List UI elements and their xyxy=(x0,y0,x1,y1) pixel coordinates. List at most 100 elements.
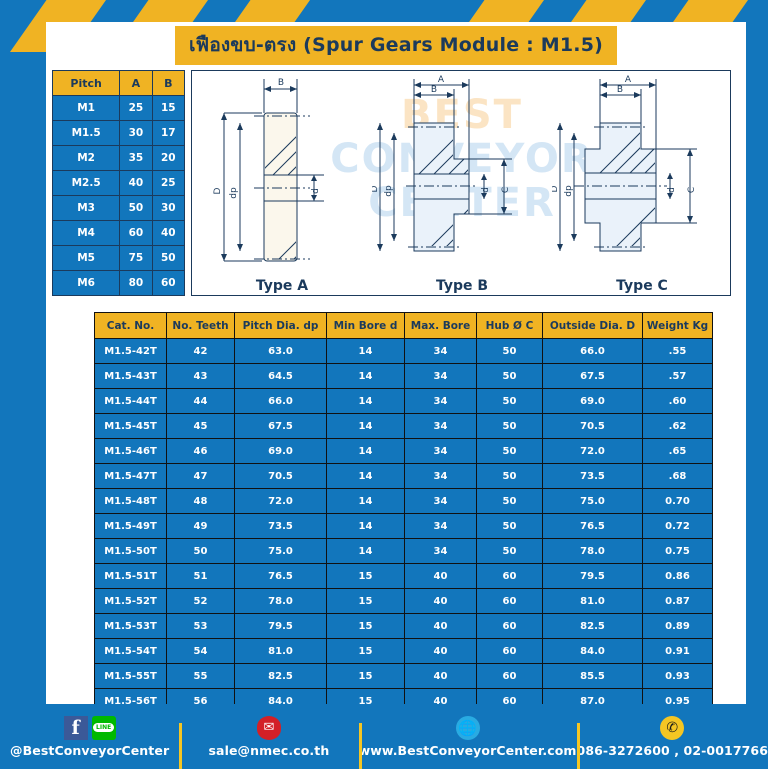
spec-cell: 14 xyxy=(326,488,405,514)
spec-cell: 34 xyxy=(404,338,477,364)
footer-email[interactable]: ✉ sale@nmec.co.th xyxy=(179,715,358,769)
spec-cell: 52 xyxy=(166,588,235,614)
spec-cell: 60 xyxy=(476,613,543,639)
spec-cell: 34 xyxy=(404,463,477,489)
gear-diagram-panel: BEST CONVEYOR CENTER xyxy=(191,70,731,296)
footer-phone[interactable]: ✆ 086-3272600 , 02-0017766 xyxy=(576,715,768,769)
pitch-cell: M6 xyxy=(51,270,121,296)
table-row: M1.5-49T 49 73.5 14 34 50 76.5 0.72 xyxy=(94,513,713,539)
spec-cell: 40 xyxy=(404,563,477,589)
content-panel: เฟืองขบ-ตรง (Spur Gears Module : M1.5) P… xyxy=(46,22,746,714)
page-title: เฟืองขบ-ตรง (Spur Gears Module : M1.5) xyxy=(174,26,618,65)
pitch-table-row: M1.5 30 17 xyxy=(51,120,186,146)
pitch-cell: M1 xyxy=(51,95,121,121)
spec-cell: 76.5 xyxy=(234,563,327,589)
spec-cell: 81.0 xyxy=(234,638,327,664)
pitch-cell: 40 xyxy=(151,220,186,246)
spec-col-header: Min Bore d xyxy=(326,312,405,339)
website-url[interactable]: www.BestConveyorCenter.com xyxy=(358,742,577,758)
spec-cell: 70.5 xyxy=(234,463,327,489)
pitch-table-header-row: Pitch A B xyxy=(51,70,186,96)
spec-col-header: Pitch Dia. dp xyxy=(234,312,327,339)
phone-icon[interactable]: ✆ xyxy=(660,715,685,740)
svg-text:B: B xyxy=(617,85,623,95)
contact-footer: f LINE @BestConveyorCenter ✉ sale@nmec.c… xyxy=(0,704,768,769)
pitch-cell: 60 xyxy=(151,270,186,296)
table-row: M1.5-44T 44 66.0 14 34 50 69.0.60 xyxy=(94,388,713,414)
spec-cell: .60 xyxy=(642,388,713,414)
spec-col-header: Weight Kg xyxy=(642,312,713,339)
spec-cell: 60 xyxy=(476,663,543,689)
pitch-cell: M2.5 xyxy=(51,170,121,196)
spec-cell: 34 xyxy=(404,513,477,539)
svg-text:B: B xyxy=(278,78,284,88)
social-icons: f LINE xyxy=(63,715,116,741)
spec-cell: 0.87 xyxy=(642,588,713,614)
email-icon[interactable]: ✉ xyxy=(256,715,281,740)
type-b-drawing: A B D dp d C xyxy=(370,75,512,252)
facebook-handle[interactable]: @BestConveyorCenter xyxy=(10,742,170,758)
svg-text:A: A xyxy=(438,75,445,85)
spec-cat-no: M1.5-43T xyxy=(94,363,167,389)
spec-cell: 66.0 xyxy=(542,338,643,364)
svg-text:dp: dp xyxy=(564,185,574,197)
phone-number[interactable]: 086-3272600 , 02-0017766 xyxy=(576,742,768,758)
spec-cell: 0.91 xyxy=(642,638,713,664)
spec-cell: 14 xyxy=(326,338,405,364)
spec-cell: 64.5 xyxy=(234,363,327,389)
spec-cat-no: M1.5-52T xyxy=(94,588,167,614)
pitch-cell: 60 xyxy=(119,220,153,246)
pitch-table-row: M3 50 30 xyxy=(51,195,186,221)
spec-col-header: Outside Dia. D xyxy=(542,312,643,339)
globe-icon[interactable]: 🌐 xyxy=(455,715,480,740)
email-address[interactable]: sale@nmec.co.th xyxy=(208,742,330,758)
spec-cat-no: M1.5-48T xyxy=(94,488,167,514)
table-row: M1.5-46T 46 69.0 14 34 50 72.0.65 xyxy=(94,438,713,464)
spec-cat-no: M1.5-50T xyxy=(94,538,167,564)
spec-cell: 73.5 xyxy=(234,513,327,539)
svg-text:D: D xyxy=(372,185,380,192)
spec-cell: 50 xyxy=(476,513,543,539)
spec-cell: 40 xyxy=(404,663,477,689)
spec-cell: 43 xyxy=(166,363,235,389)
spec-cell: 15 xyxy=(326,638,405,664)
spec-cell: 34 xyxy=(404,388,477,414)
pitch-table-row: M2 35 20 xyxy=(51,145,186,171)
svg-text:C: C xyxy=(687,187,697,193)
spec-cell: 70.5 xyxy=(542,413,643,439)
spec-cell: .57 xyxy=(642,363,713,389)
spec-cat-no: M1.5-45T xyxy=(94,413,167,439)
pitch-cell: 17 xyxy=(151,120,186,146)
spec-cell: 40 xyxy=(404,613,477,639)
spec-cell: .68 xyxy=(642,463,713,489)
spec-cat-no: M1.5-46T xyxy=(94,438,167,464)
facebook-icon[interactable]: f xyxy=(63,715,88,740)
spec-cell: 0.70 xyxy=(642,488,713,514)
spec-cell: 72.0 xyxy=(542,438,643,464)
table-row: M1.5-52T 52 78.0 15 40 60 81.0 0.87 xyxy=(94,588,713,614)
svg-text:dp: dp xyxy=(384,185,394,197)
spec-cell: 14 xyxy=(326,438,405,464)
pitch-cell: 20 xyxy=(151,145,186,171)
svg-text:B: B xyxy=(431,85,437,95)
spec-cell: 78.0 xyxy=(542,538,643,564)
footer-social[interactable]: f LINE @BestConveyorCenter xyxy=(0,715,179,758)
spec-cell: 49 xyxy=(166,513,235,539)
diagram-type-a: B D dp d Type A xyxy=(192,71,372,295)
type-c-drawing: A B D dp d C xyxy=(550,75,697,252)
spec-cell: 73.5 xyxy=(542,463,643,489)
footer-website[interactable]: 🌐 www.BestConveyorCenter.com xyxy=(358,715,577,769)
type-a-label: Type A xyxy=(255,278,309,294)
spec-cat-no: M1.5-44T xyxy=(94,388,167,414)
line-icon[interactable]: LINE xyxy=(91,715,116,740)
spec-cell: 50 xyxy=(476,438,543,464)
pitch-table-row: M5 75 50 xyxy=(51,245,186,271)
spec-cell: 44 xyxy=(166,388,235,414)
table-row: M1.5-43T 43 64.5 14 34 50 67.5.57 xyxy=(94,363,713,389)
svg-text:D: D xyxy=(552,185,560,192)
pitch-table-row: M2.5 40 25 xyxy=(51,170,186,196)
spec-cell: .65 xyxy=(642,438,713,464)
spec-cell: 14 xyxy=(326,413,405,439)
table-row: M1.5-47T 47 70.5 14 34 50 73.5.68 xyxy=(94,463,713,489)
table-row: M1.5-42T 42 63.0 14 34 50 66.0.55 xyxy=(94,338,713,364)
